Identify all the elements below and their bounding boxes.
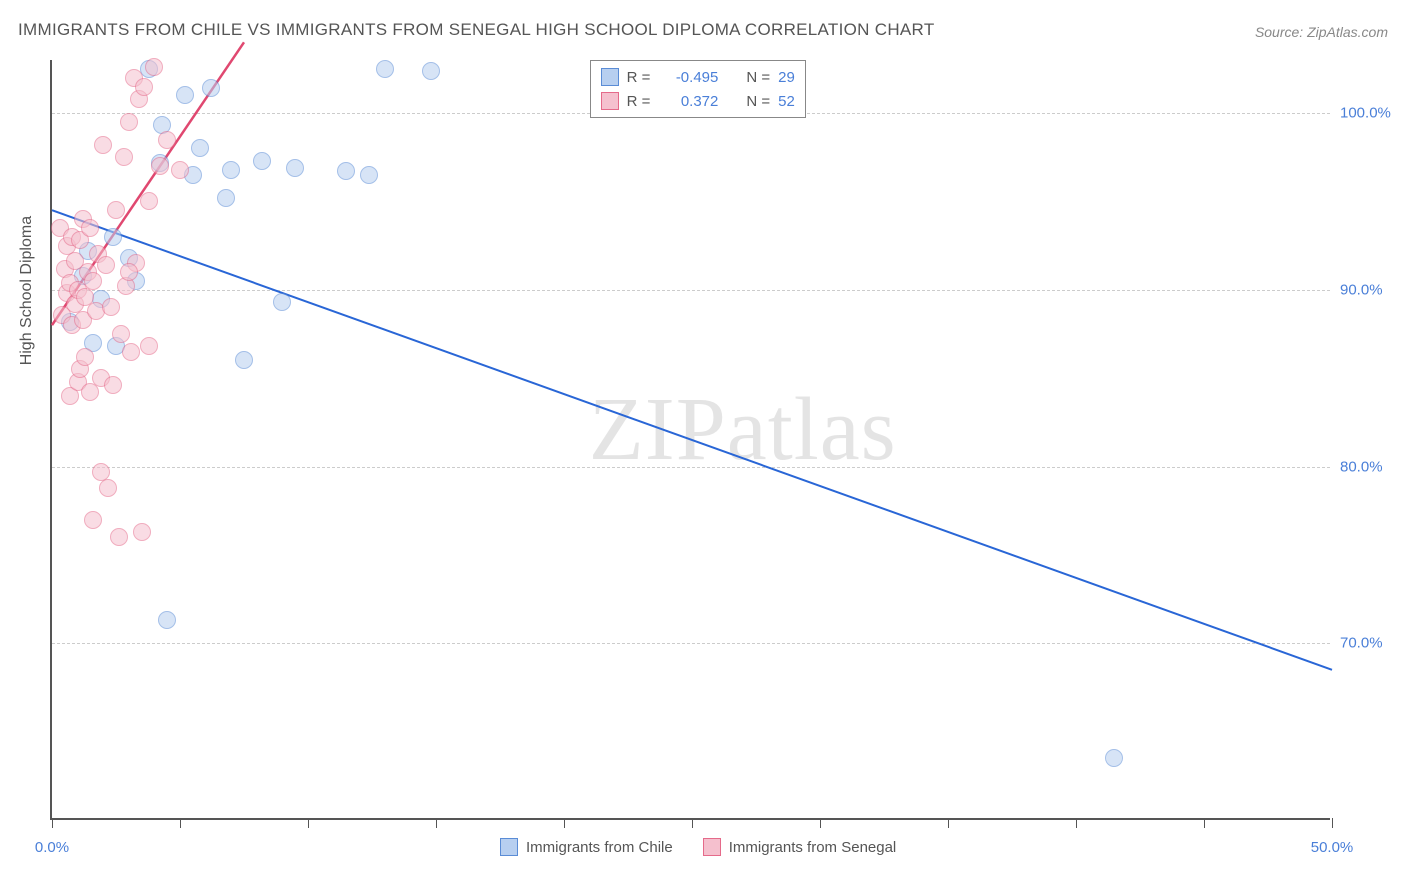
correlation-legend: R = -0.495 N = 29 R = 0.372 N = 52 — [590, 60, 806, 118]
scatter-point — [76, 348, 94, 366]
legend-swatch — [601, 92, 619, 110]
series-legend-item: Immigrants from Senegal — [703, 838, 897, 856]
x-tick-label: 0.0% — [35, 839, 69, 856]
scatter-point — [140, 192, 158, 210]
legend-swatch — [500, 838, 518, 856]
scatter-point — [84, 272, 102, 290]
n-label: N = — [746, 69, 770, 86]
x-tick-label: 50.0% — [1311, 839, 1354, 856]
scatter-point — [202, 79, 220, 97]
n-value: 29 — [778, 69, 795, 86]
x-tick — [948, 818, 949, 828]
scatter-point — [140, 337, 158, 355]
x-tick — [180, 818, 181, 828]
x-tick — [1076, 818, 1077, 828]
y-tick-label: 70.0% — [1340, 635, 1400, 652]
scatter-point — [222, 161, 240, 179]
scatter-point — [104, 376, 122, 394]
scatter-point — [94, 136, 112, 154]
y-tick-label: 90.0% — [1340, 281, 1400, 298]
correlation-legend-row: R = -0.495 N = 29 — [601, 65, 795, 89]
scatter-point — [171, 161, 189, 179]
scatter-point — [112, 325, 130, 343]
scatter-point — [133, 523, 151, 541]
scatter-point — [337, 162, 355, 180]
scatter-point — [191, 139, 209, 157]
regression-lines — [52, 60, 1332, 820]
scatter-point — [107, 201, 125, 219]
scatter-point — [102, 298, 120, 316]
scatter-point — [97, 256, 115, 274]
scatter-point — [273, 293, 291, 311]
scatter-point — [84, 511, 102, 529]
scatter-point — [115, 148, 133, 166]
scatter-point — [151, 157, 169, 175]
scatter-point — [81, 219, 99, 237]
r-label: R = — [627, 69, 651, 86]
scatter-point — [122, 343, 140, 361]
legend-swatch — [601, 68, 619, 86]
scatter-point — [145, 58, 163, 76]
x-tick — [820, 818, 821, 828]
scatter-point — [217, 189, 235, 207]
n-label: N = — [746, 93, 770, 110]
scatter-point — [120, 263, 138, 281]
gridline-horizontal — [52, 467, 1330, 468]
x-tick — [436, 818, 437, 828]
scatter-point — [176, 86, 194, 104]
scatter-point — [104, 228, 122, 246]
source-attribution: Source: ZipAtlas.com — [1255, 24, 1388, 40]
chart-title: IMMIGRANTS FROM CHILE VS IMMIGRANTS FROM… — [18, 20, 935, 40]
r-value: -0.495 — [658, 69, 718, 86]
scatter-point — [99, 479, 117, 497]
series-legend-label: Immigrants from Senegal — [729, 839, 897, 856]
x-tick — [692, 818, 693, 828]
scatter-point — [120, 113, 138, 131]
series-legend: Immigrants from Chile Immigrants from Sen… — [500, 838, 896, 856]
scatter-point — [286, 159, 304, 177]
legend-swatch — [703, 838, 721, 856]
series-legend-item: Immigrants from Chile — [500, 838, 673, 856]
y-axis-label: High School Diploma — [18, 216, 36, 365]
scatter-point — [1105, 749, 1123, 767]
r-value: 0.372 — [658, 93, 718, 110]
scatter-point — [110, 528, 128, 546]
scatter-point — [253, 152, 271, 170]
scatter-point — [235, 351, 253, 369]
n-value: 52 — [778, 93, 795, 110]
x-tick — [1332, 818, 1333, 828]
chart-plot-area: ZIPatlas 70.0%80.0%90.0%100.0%0.0%50.0%R… — [50, 60, 1330, 820]
scatter-point — [158, 611, 176, 629]
correlation-legend-row: R = 0.372 N = 52 — [601, 89, 795, 113]
x-tick — [52, 818, 53, 828]
scatter-point — [360, 166, 378, 184]
scatter-point — [135, 78, 153, 96]
scatter-point — [158, 131, 176, 149]
x-tick — [564, 818, 565, 828]
y-tick-label: 100.0% — [1340, 105, 1400, 122]
gridline-horizontal — [52, 643, 1330, 644]
y-tick-label: 80.0% — [1340, 458, 1400, 475]
scatter-point — [422, 62, 440, 80]
x-tick — [1204, 818, 1205, 828]
r-label: R = — [627, 93, 651, 110]
gridline-horizontal — [52, 290, 1330, 291]
scatter-point — [376, 60, 394, 78]
x-tick — [308, 818, 309, 828]
series-legend-label: Immigrants from Chile — [526, 839, 673, 856]
